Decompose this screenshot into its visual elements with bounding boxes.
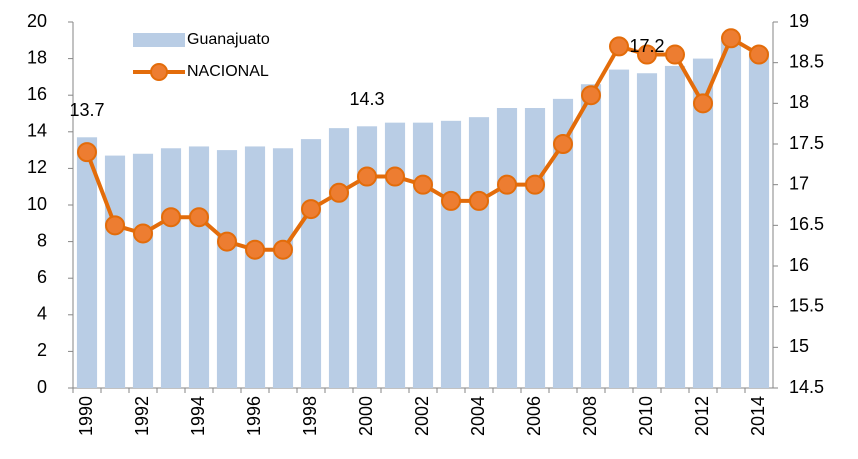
marker	[749, 44, 769, 65]
marker	[637, 44, 657, 65]
x-tick-label: 1990	[76, 396, 96, 436]
y-tick-label: 4	[37, 304, 47, 324]
marker	[105, 215, 125, 236]
x-tick-label: 2002	[412, 396, 432, 436]
bar	[356, 126, 378, 388]
y2-tick-label: 17	[789, 173, 809, 193]
bar	[132, 153, 154, 388]
marker	[413, 174, 433, 195]
y-tick-label: 20	[27, 11, 47, 31]
y2-tick-label: 17.5	[789, 133, 824, 153]
bar	[552, 98, 574, 389]
y-tick-label: 0	[37, 377, 47, 397]
x-tick-label: 2014	[748, 396, 768, 436]
marker	[189, 207, 209, 228]
bar	[748, 51, 770, 388]
data-label: 17.2	[629, 36, 664, 56]
bar	[496, 108, 518, 388]
bar	[720, 40, 742, 389]
y-tick-label: 12	[27, 157, 47, 177]
bar	[608, 69, 630, 388]
bar	[468, 117, 490, 388]
marker	[497, 174, 517, 195]
bar	[580, 84, 602, 388]
y-tick-label: 14	[27, 121, 47, 141]
marker	[441, 190, 461, 211]
legend-label: NACIONAL	[187, 63, 269, 80]
marker	[553, 134, 573, 154]
x-tick-label: 2008	[580, 396, 600, 436]
x-tick-label: 1996	[244, 396, 264, 436]
x-tick-label: 2012	[692, 396, 712, 436]
marker	[357, 166, 377, 187]
y2-tick-label: 18	[789, 92, 809, 112]
bar	[272, 148, 294, 388]
x-tick-label: 2010	[636, 396, 656, 436]
y2-tick-label: 18.5	[789, 51, 824, 71]
marker	[245, 239, 265, 260]
y-tick-label: 2	[37, 340, 47, 360]
y-tick-label: 6	[37, 267, 47, 287]
marker	[693, 93, 713, 114]
marker	[301, 199, 321, 220]
data-label: 13.7	[69, 100, 104, 120]
y-tick-label: 18	[27, 47, 47, 67]
x-tick-label: 2006	[524, 396, 544, 436]
marker	[525, 174, 545, 195]
legend-marker	[150, 63, 168, 81]
bar	[216, 150, 238, 388]
x-tick-label: 2000	[356, 396, 376, 436]
y2-tick-label: 16.5	[789, 214, 824, 234]
x-tick-label: 1992	[132, 396, 152, 436]
bar	[160, 148, 182, 388]
marker	[665, 44, 685, 65]
marker	[721, 28, 741, 49]
marker	[77, 142, 97, 163]
y2-tick-label: 15.5	[789, 295, 824, 315]
bar	[440, 120, 462, 388]
marker	[161, 207, 181, 228]
y2-tick-label: 15	[789, 336, 809, 356]
data-label: 14.3	[349, 89, 384, 109]
x-tick-label: 1998	[300, 396, 320, 436]
bar	[692, 58, 714, 388]
bar	[524, 108, 546, 388]
y-tick-label: 10	[27, 194, 47, 214]
y2-tick-label: 16	[789, 255, 809, 275]
bar	[244, 146, 266, 388]
x-tick-label: 2004	[468, 396, 488, 436]
marker	[469, 190, 489, 211]
bar	[412, 122, 434, 389]
y-tick-label: 16	[27, 84, 47, 104]
marker	[329, 182, 349, 203]
marker	[581, 85, 601, 106]
y-tick-label: 8	[37, 230, 47, 250]
bar	[76, 137, 98, 388]
bar	[188, 146, 210, 388]
bar	[104, 155, 126, 388]
legend-label: Guanajuato	[187, 31, 270, 48]
bar	[636, 73, 658, 389]
marker	[217, 231, 237, 252]
bar	[328, 128, 350, 388]
bar	[384, 122, 406, 389]
marker	[385, 166, 405, 187]
x-tick-label: 1994	[188, 396, 208, 436]
bar	[300, 139, 322, 388]
marker	[609, 36, 629, 57]
y2-tick-label: 19	[789, 11, 809, 31]
marker	[133, 223, 153, 244]
bar	[664, 65, 686, 389]
marker	[273, 239, 293, 260]
y2-tick-label: 14.5	[789, 377, 824, 397]
legend-swatch	[133, 33, 185, 47]
